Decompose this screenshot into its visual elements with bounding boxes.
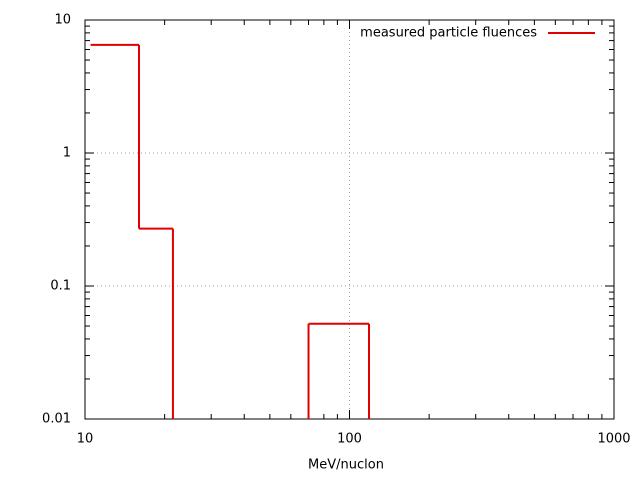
x-tick-label: 100 (337, 432, 362, 447)
y-tick-label: 10 (54, 13, 71, 28)
plot-frame (84, 19, 615, 420)
y-tick-label: 1 (63, 146, 71, 161)
x-tick-label: 1000 (597, 432, 630, 447)
legend-label: measured particle fluences (360, 26, 537, 41)
y-tick-label: 0.01 (42, 412, 71, 427)
x-axis-label: MeV/nuclon (308, 458, 384, 473)
y-tick-label: 0.1 (50, 279, 71, 294)
x-tick-label: 10 (77, 432, 94, 447)
